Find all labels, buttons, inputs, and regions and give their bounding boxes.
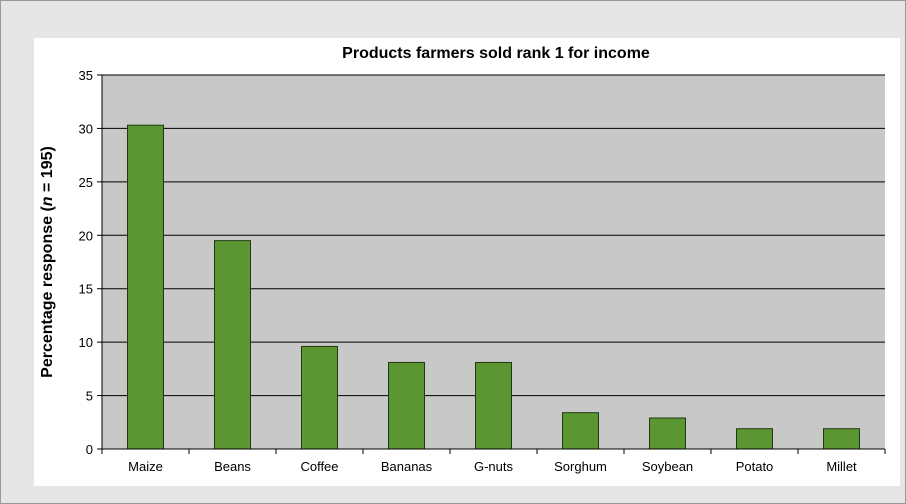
- x-tick-label: Bananas: [381, 459, 433, 474]
- bar-maize: [127, 124, 164, 450]
- x-tick-label: Potato: [736, 459, 774, 474]
- y-tick-label: 30: [79, 121, 93, 136]
- y-tick-label: 20: [79, 228, 93, 243]
- x-tick-labels: Maize Beans Coffee Bananas G-nuts Sorghum Soyb…: [128, 459, 857, 474]
- y-tick-labels: 0 5 10 15 20 25 30 35: [79, 68, 93, 457]
- y-tick-label: 35: [79, 68, 93, 83]
- y-tick-label: 5: [86, 389, 93, 404]
- y-axis-label: Percentage response (n = 195): [39, 146, 56, 378]
- chart-title: Products farmers sold rank 1 for income: [342, 45, 650, 62]
- x-tick-label: Millet: [826, 459, 857, 474]
- bar-sorghum: [562, 412, 599, 450]
- y-tick-label: 15: [79, 282, 93, 297]
- y-tick-label: 10: [79, 335, 93, 350]
- x-tick-label: Maize: [128, 459, 163, 474]
- bar-beans: [214, 240, 251, 450]
- bars: [127, 124, 860, 450]
- bar-bananas: [388, 361, 425, 450]
- bar-soybean: [649, 417, 686, 450]
- bar-coffee: [301, 345, 338, 450]
- y-tick-label: 0: [86, 442, 93, 457]
- bar-g-nuts: [475, 361, 512, 450]
- x-tick-label: G-nuts: [474, 459, 514, 474]
- y-axis-label-n: n: [39, 196, 56, 206]
- axes: [97, 74, 886, 454]
- bar-potato: [736, 428, 773, 450]
- x-tick-label: Soybean: [642, 459, 693, 474]
- bar-millet: [823, 428, 860, 450]
- y-axis-label-prefix: Percentage response (: [39, 206, 56, 378]
- x-tick-label: Coffee: [300, 459, 338, 474]
- y-axis-label-suffix: = 195): [39, 146, 56, 196]
- x-tick-label: Beans: [214, 459, 251, 474]
- y-tick-label: 25: [79, 175, 93, 190]
- x-tick-label: Sorghum: [554, 459, 607, 474]
